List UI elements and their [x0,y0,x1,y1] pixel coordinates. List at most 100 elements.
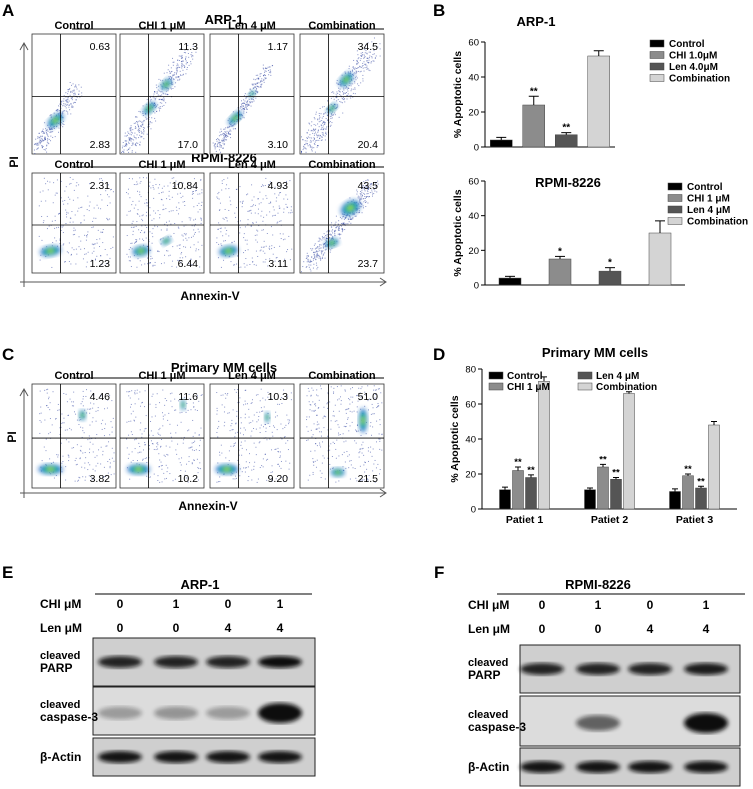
blot-title: RPMI-8226 [565,577,631,592]
len-dose-value: 4 [703,622,710,636]
significance-marker: ** [530,86,538,97]
legend-entry: Len 4 μM [596,371,639,382]
flow-plot-arp-2: Len 4 μM 1.17 3.10 [209,20,295,155]
panel-label-c: C [2,345,14,364]
blot-band [576,715,620,731]
chi-dose-label: CHI μM [40,597,81,611]
y-tick-label: 20 [468,108,479,119]
bar-len-4-m [525,477,537,510]
flow-quadrant-lower-value: 3.11 [268,258,288,270]
blot-row-label: PARP [40,661,72,675]
blot-band [154,656,198,668]
bar-control [669,491,681,510]
flow-condition-label: Control [54,20,93,32]
bar-len-4-m [598,270,622,286]
len-dose-value: 4 [277,621,284,635]
flow-condition-label: CHI 1 μM [138,20,185,32]
blot-row-label: caspase-3 [40,710,98,724]
chi-dose-value: 1 [703,598,710,612]
legend-entry: Control [687,182,723,193]
flow-quadrant-upper-value: 4.46 [90,391,111,403]
panel-label-f: F [434,563,444,582]
legend-swatch [577,371,593,380]
len-dose-label: Len μM [40,621,82,635]
flow-pi-label-a: PI [7,156,21,167]
flow-condition-label: CHI 1 μM [138,370,185,382]
flow-plot-arp-1: CHI 1 μM 11.3 17.0 [119,20,205,155]
legend-swatch [577,382,593,391]
flow-condition-label: CHI 1 μM [138,159,185,171]
legend-entry: CHI 1.0μM [669,51,717,62]
bar-control [498,277,522,286]
flow-quadrant-upper-value: 11.3 [178,41,198,53]
blot-band [154,706,198,720]
significance-marker: * [558,246,562,257]
bar-len-4-m [610,479,622,510]
chart-title: Primary MM cells [542,345,648,360]
blot-band [98,656,142,668]
chi-dose-value: 0 [647,598,654,612]
flow-condition-label: Len 4 μM [228,20,276,32]
y-tick-label: 60 [468,38,479,49]
bar-control [584,489,596,510]
flow-quadrant-upper-value: 10.84 [172,180,198,192]
y-tick-label: 40 [468,73,479,84]
flow-quadrant-lower-value: 2.83 [90,139,111,151]
flow-quadrant-upper-value: 4.93 [268,180,289,192]
len-dose-value: 4 [225,621,232,635]
bar-control [490,139,513,148]
len-dose-value: 0 [539,622,546,636]
legend-swatch [667,205,683,214]
flow-quadrant-lower-value: 3.10 [268,139,289,151]
bar-chi-1-m [682,475,694,510]
legend-swatch [649,74,665,82]
legend-swatch [667,194,683,202]
flow-quadrant-upper-value: 43.5 [358,180,379,192]
bar-combination [623,393,635,510]
flow-plot-rpmi-3: Combination 43.5 23.7 [299,159,385,274]
len-dose-value: 4 [647,622,654,636]
legend-entry: Combination [596,382,657,393]
flow-plot-primary-0: Control 4.46 3.82 [31,370,117,489]
flow-plot-arp-0: Control 0.63 2.83 [31,20,117,155]
flow-quadrant-lower-value: 6.44 [178,258,199,270]
legend-entry: Combination [669,74,730,85]
legend-entry: CHI 1 μM [687,194,730,205]
chi-dose-value: 0 [117,597,124,611]
chi-dose-value: 0 [539,598,546,612]
blot-row-label: β-Actin [40,750,81,764]
blot-band [684,663,728,675]
chi-dose-value: 1 [277,597,284,611]
flow-quadrant-lower-value: 23.7 [358,258,379,270]
y-tick-label: 20 [468,246,479,257]
flow-annexin-label-c: Annexin-V [178,499,237,513]
y-tick-label: 0 [474,281,479,292]
x-tick-label: Patiet 1 [506,514,544,526]
blot-band [98,706,142,720]
panel-label-a: A [2,1,14,20]
flow-condition-label: Combination [308,159,375,171]
y-axis-label: % Apoptotic cells [452,189,464,276]
blot-band [684,761,728,773]
y-axis-label: % Apoptotic cells [452,51,464,138]
significance-marker: ** [697,476,705,487]
flow-condition-label: Len 4 μM [228,159,276,171]
legend-swatch [649,39,665,48]
bar-combination [538,381,550,510]
x-tick-label: Patiet 2 [591,514,629,526]
blot-row-label: cleaved [468,709,508,721]
significance-marker: * [608,258,612,269]
flow-quadrant-upper-value: 1.17 [268,41,289,53]
flow-condition-label: Control [54,370,93,382]
panel-label-e: E [2,563,13,582]
flow-quadrant-upper-value: 2.31 [90,180,111,192]
blot-band [628,761,672,773]
significance-marker: ** [562,123,570,134]
primary-flow-title: Primary MM cells [171,360,277,375]
flow-plot-primary-1: CHI 1 μM 11.6 10.2 [119,370,205,489]
blot-band [206,656,250,668]
arp-flow-title: ARP-1 [204,12,243,27]
panel-label-b: B [433,1,445,20]
